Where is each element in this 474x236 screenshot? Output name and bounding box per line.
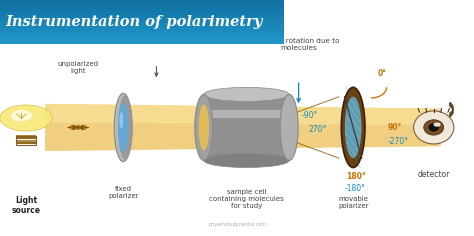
Ellipse shape	[341, 87, 365, 168]
Bar	[0, 0, 284, 1]
Bar	[204, 157, 289, 160]
Bar	[0, 32, 284, 34]
Bar	[0, 25, 284, 26]
Ellipse shape	[199, 104, 209, 151]
Circle shape	[11, 111, 31, 121]
Bar	[204, 94, 289, 160]
Text: Optical rotation due to
molecules: Optical rotation due to molecules	[258, 38, 339, 51]
Bar	[16, 135, 36, 137]
Text: -90°: -90°	[301, 111, 318, 120]
Text: 0°: 0°	[378, 68, 387, 77]
Bar	[0, 34, 284, 35]
Bar	[204, 154, 289, 157]
Bar	[204, 154, 289, 157]
Ellipse shape	[195, 94, 213, 160]
Bar	[0, 35, 284, 36]
Bar	[204, 156, 289, 160]
Bar	[204, 110, 289, 118]
Bar	[0, 20, 284, 22]
Bar	[0, 29, 284, 31]
Text: 90°: 90°	[387, 123, 401, 132]
Bar	[204, 155, 289, 159]
Text: Light
source: Light source	[11, 196, 41, 215]
Ellipse shape	[345, 97, 361, 158]
Polygon shape	[0, 105, 52, 131]
Ellipse shape	[114, 93, 132, 162]
Text: Linearly
polarized
light: Linearly polarized light	[140, 24, 173, 44]
Bar	[0, 4, 284, 6]
Bar	[0, 26, 284, 28]
Bar	[204, 155, 289, 158]
Bar	[204, 157, 289, 160]
Bar	[16, 137, 36, 139]
Bar	[16, 142, 36, 144]
Ellipse shape	[428, 123, 439, 132]
Bar	[16, 140, 36, 142]
Bar	[204, 155, 289, 158]
Text: fixed
polarizer: fixed polarizer	[108, 186, 138, 199]
Text: 270°: 270°	[309, 125, 327, 134]
Bar	[0, 19, 284, 20]
Ellipse shape	[424, 120, 444, 135]
Bar	[204, 155, 289, 159]
Bar	[204, 156, 289, 159]
Bar	[16, 136, 36, 145]
Bar	[0, 22, 284, 23]
Ellipse shape	[280, 94, 298, 160]
Ellipse shape	[118, 96, 132, 159]
Bar	[0, 10, 284, 12]
Ellipse shape	[119, 112, 123, 129]
Ellipse shape	[118, 103, 128, 152]
Text: -270°: -270°	[387, 137, 409, 146]
Bar	[0, 38, 284, 39]
Text: priyamstudycentre.com: priyamstudycentre.com	[208, 222, 266, 227]
Bar	[204, 156, 289, 159]
Text: -180°: -180°	[345, 184, 366, 193]
Bar	[0, 6, 284, 7]
Polygon shape	[45, 104, 441, 151]
Ellipse shape	[204, 87, 289, 101]
Text: detector: detector	[418, 170, 450, 179]
Bar	[0, 28, 284, 29]
Polygon shape	[45, 104, 441, 125]
Ellipse shape	[204, 153, 289, 168]
Bar	[0, 12, 284, 13]
Bar	[0, 7, 284, 9]
Circle shape	[434, 123, 440, 126]
Bar	[204, 155, 289, 158]
Bar	[0, 39, 284, 41]
Bar	[0, 16, 284, 17]
Bar	[204, 155, 289, 158]
Text: unpolarized
light: unpolarized light	[58, 61, 99, 74]
Bar	[0, 1, 284, 3]
Bar	[0, 36, 284, 38]
Bar	[204, 157, 289, 160]
Bar	[0, 13, 284, 15]
Text: movable
polarizer: movable polarizer	[338, 196, 368, 209]
Text: Instrumentation of polarimetry: Instrumentation of polarimetry	[6, 15, 263, 29]
Bar	[0, 31, 284, 32]
Bar	[0, 17, 284, 19]
Bar	[0, 42, 284, 44]
Bar	[0, 15, 284, 16]
Bar	[204, 156, 289, 160]
Text: 180°: 180°	[346, 172, 365, 181]
Bar	[204, 156, 289, 159]
Bar	[204, 156, 289, 159]
Bar	[204, 156, 289, 160]
Bar	[204, 157, 289, 160]
Ellipse shape	[413, 111, 454, 144]
Bar	[0, 41, 284, 42]
Bar	[204, 154, 289, 158]
Bar	[0, 9, 284, 10]
Text: sample cell
containing molecules
for study: sample cell containing molecules for stu…	[209, 189, 284, 209]
Bar	[0, 23, 284, 25]
Bar	[0, 3, 284, 4]
